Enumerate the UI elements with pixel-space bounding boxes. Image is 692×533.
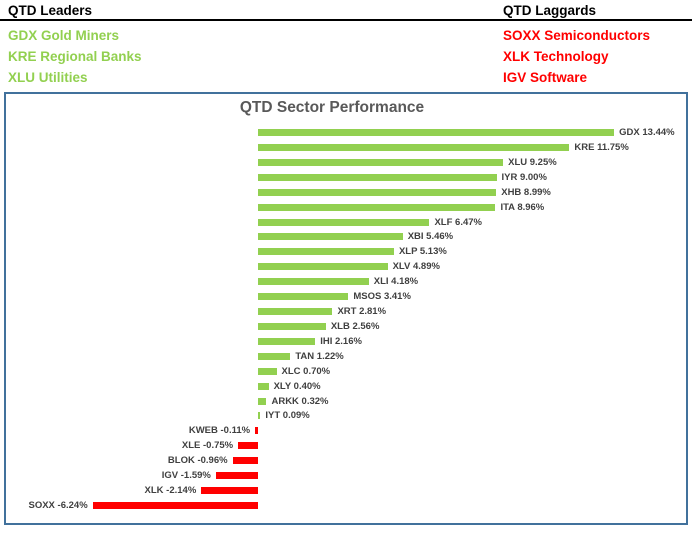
bar-label-XLI: XLI 4.18% <box>373 276 419 288</box>
bar-XRT <box>258 308 333 316</box>
bar-label-IYR: IYR 9.00% <box>501 171 547 183</box>
bar-label-KWEB: KWEB -0.11% <box>188 425 251 437</box>
bar-label-XHB: XHB 8.99% <box>501 186 551 198</box>
list-item: SOXX Semiconductors <box>503 28 651 43</box>
bar-XHB <box>258 188 497 196</box>
list-item: GDX Gold Miners <box>8 28 120 43</box>
bar-label-IHI: IHI 2.16% <box>320 335 362 347</box>
leaders-header: QTD Leaders <box>8 3 93 18</box>
list-item: XLU Utilities <box>8 70 88 85</box>
bar-XLU <box>258 158 504 166</box>
laggards-list: SOXX Semiconductors XLK Technology IGV Sof… <box>503 25 650 88</box>
bar-XLE <box>238 442 258 450</box>
chart-title: QTD Sector Performance <box>239 99 425 116</box>
bar-XBI <box>258 233 403 241</box>
bar-GDX <box>258 129 615 136</box>
bar-label-XRT: XRT 2.81% <box>337 306 387 318</box>
bar-label-XLK: XLK -2.14% <box>144 485 197 497</box>
bar-label-BLOK: BLOK -0.96% <box>167 455 228 467</box>
bar-label-SOXX: SOXX -6.24% <box>28 500 88 511</box>
bar-label-KRE: KRE 11.75% <box>574 141 629 153</box>
leaders-list: GDX Gold Miners KRE Regional Banks XLU Uti… <box>8 25 142 88</box>
bar-label-XLP: XLP 5.13% <box>398 246 447 258</box>
bar-ITA <box>258 203 496 211</box>
bar-label-XLU: XLU 9.25% <box>508 156 557 168</box>
bar-label-XLE: XLE -0.75% <box>181 440 234 452</box>
list-item: XLK Technology <box>503 49 609 64</box>
bar-IYT <box>258 412 261 420</box>
bar-KRE <box>258 143 570 151</box>
bar-TAN <box>258 352 291 360</box>
bar-XLK <box>201 487 258 495</box>
bar-BLOK <box>232 457 258 465</box>
bar-MSOS <box>258 293 349 301</box>
bar-label-XBI: XBI 5.46% <box>407 231 454 243</box>
bar-label-IGV: IGV -1.59% <box>161 470 211 482</box>
bar-ARKK <box>258 397 267 405</box>
bar-label-XLY: XLY 0.40% <box>273 380 321 392</box>
bar-label-XLB: XLB 2.56% <box>330 320 380 332</box>
bar-label-ITA: ITA 8.96% <box>500 201 545 213</box>
list-item: IGV Software <box>503 70 588 85</box>
plot-area: GDX 13.44% KRE 11.75% XLU 9.25% IYR 9.00% XH… <box>6 94 686 523</box>
bar-label-TAN: TAN 1.22% <box>295 350 344 362</box>
bar-SOXX <box>92 502 258 509</box>
bar-XLY <box>258 382 269 390</box>
bar-XLI <box>258 278 369 286</box>
bar-XLP <box>258 248 394 256</box>
chart-area[interactable]: QTD Sector Performance GDX 13.44% KRE 11.… <box>4 92 688 525</box>
bar-IGV <box>215 472 258 480</box>
bar-label-IYT: IYT 0.09% <box>265 410 310 422</box>
bar-XLC <box>258 367 277 375</box>
list-item: KRE Regional Banks <box>8 49 142 64</box>
bar-label-XLC: XLC 0.70% <box>281 365 331 377</box>
bar-label-MSOS: MSOS 3.41% <box>353 291 411 303</box>
bar-IYR <box>258 173 497 181</box>
bar-label-XLF: XLF 6.47% <box>434 216 482 228</box>
bar-XLF <box>258 218 430 226</box>
header-divider <box>0 19 692 21</box>
bar-KWEB <box>255 427 258 435</box>
bar-XLB <box>258 322 326 330</box>
bar-XLV <box>258 263 388 271</box>
bar-IHI <box>258 337 316 345</box>
bar-label-ARKK: ARKK 0.32% <box>271 395 329 407</box>
laggards-header: QTD Laggards <box>503 3 597 18</box>
bar-label-GDX: GDX 13.44% <box>619 127 675 138</box>
bar-label-XLV: XLV 4.89% <box>392 261 440 273</box>
